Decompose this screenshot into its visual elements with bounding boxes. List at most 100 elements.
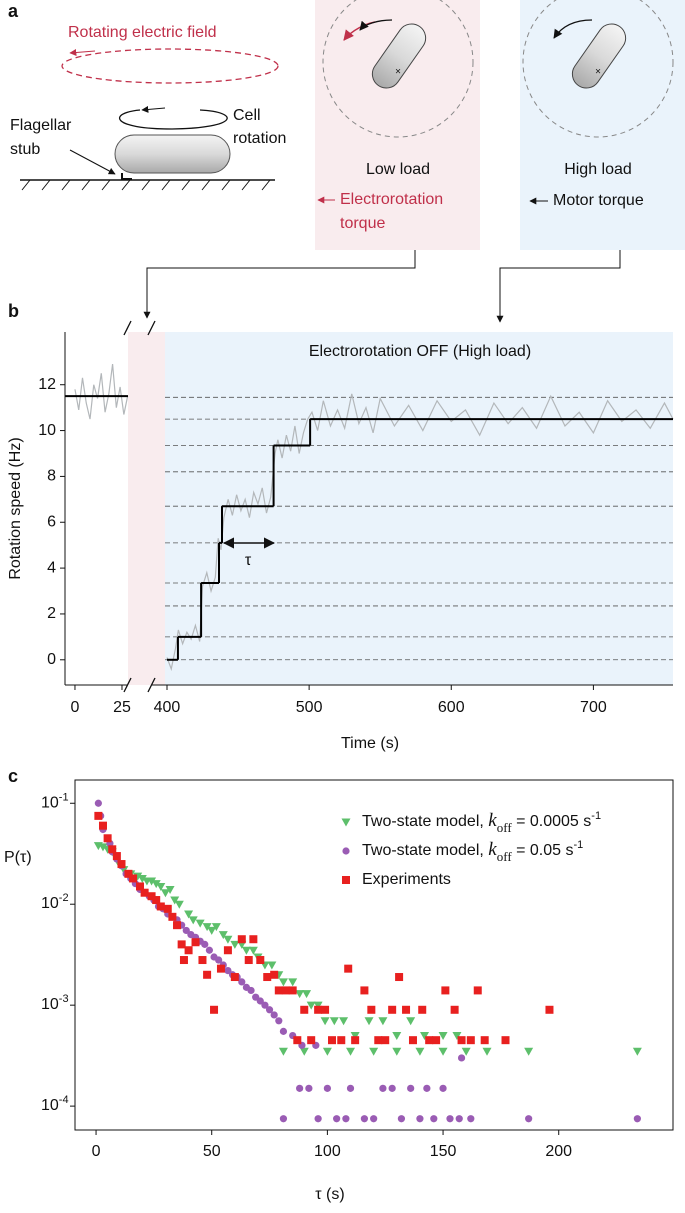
point: [342, 1115, 350, 1123]
y-tick-label: 10-4: [41, 1094, 69, 1114]
tick-base: 10: [41, 895, 59, 912]
point: [288, 986, 297, 995]
x-tick-label: 50: [203, 1143, 221, 1160]
point: [457, 1036, 466, 1045]
point: [281, 986, 290, 995]
point: [406, 1017, 416, 1026]
tick-exponent: -1: [59, 791, 69, 803]
point: [438, 1032, 448, 1041]
point: [392, 1047, 402, 1056]
point: [198, 956, 207, 965]
point: [295, 990, 305, 999]
point: [278, 1047, 288, 1056]
point: [173, 921, 182, 930]
point: [265, 1006, 274, 1014]
point: [439, 1084, 447, 1092]
x-tick-label: 500: [296, 699, 323, 716]
annotation: Electrorotation OFF (High load): [309, 343, 531, 360]
point: [270, 970, 279, 979]
field-ellipse: [61, 48, 279, 84]
x-tick-label: 700: [580, 699, 607, 716]
legend-superscript: -1: [591, 810, 601, 822]
cell-rotation-label: Cell: [233, 107, 261, 124]
point: [388, 1084, 396, 1092]
legend-symbol: k: [488, 810, 497, 831]
point: [137, 874, 147, 883]
point: [346, 1084, 355, 1092]
transition-band: [128, 332, 165, 685]
point: [156, 882, 166, 891]
point: [501, 1036, 510, 1045]
point: [237, 935, 246, 944]
x-tick-label: 150: [430, 1143, 457, 1160]
point: [392, 1032, 402, 1041]
point: [525, 1115, 533, 1123]
y-tick-label: 4: [47, 559, 56, 576]
point: [425, 1036, 434, 1045]
point: [367, 1005, 376, 1014]
point: [160, 889, 170, 898]
point: [244, 956, 253, 965]
point: [369, 1047, 379, 1056]
point: [524, 1047, 534, 1056]
legend-text: = 0.0005 s: [512, 813, 592, 830]
point: [152, 896, 161, 905]
point: [205, 946, 214, 954]
point: [94, 799, 102, 807]
point: [275, 1017, 283, 1025]
y-tick-label: 12: [38, 376, 56, 393]
point: [350, 1032, 360, 1041]
stub: [121, 173, 132, 180]
stub-label: stub: [10, 141, 40, 158]
high-load-region: [165, 332, 673, 685]
interval-label: τ: [245, 552, 252, 569]
point: [241, 946, 251, 955]
tick-base: 10: [41, 996, 59, 1013]
point: [156, 902, 165, 911]
point: [632, 1047, 642, 1056]
rotation-circle: [322, 0, 474, 138]
speed-trace: [166, 393, 674, 672]
point: [430, 1115, 438, 1123]
point: [344, 964, 353, 973]
axis-break: [147, 320, 156, 336]
point: [249, 935, 258, 944]
cell: [371, 23, 427, 89]
point: [195, 919, 205, 928]
torque-label: Motor torque: [553, 192, 644, 209]
legend-subscript: off: [497, 820, 513, 835]
point: [293, 1036, 302, 1045]
y-tick-label: 6: [47, 513, 56, 530]
load-title: High load: [564, 161, 632, 178]
point: [108, 845, 117, 854]
point: [210, 1005, 219, 1014]
point: [420, 1032, 430, 1041]
axis-break: [147, 677, 156, 693]
point: [151, 880, 161, 889]
point: [482, 1047, 492, 1056]
axis-break: [123, 677, 132, 693]
point: [407, 1084, 415, 1092]
cell-rotation-label: rotation: [233, 130, 286, 147]
point: [423, 1084, 431, 1092]
point: [117, 860, 126, 869]
point: [381, 1036, 390, 1045]
x-tick-label: 600: [438, 699, 465, 716]
point: [314, 1005, 323, 1014]
cell: [114, 134, 231, 174]
legend-text: Two-state model,: [362, 813, 488, 830]
point: [215, 956, 223, 964]
tick-exponent: -4: [59, 1094, 69, 1106]
point: [238, 978, 246, 986]
rotation-loop: [119, 109, 228, 130]
point: [218, 931, 228, 940]
point: [274, 986, 283, 995]
point: [207, 926, 217, 935]
point: [263, 973, 272, 982]
point: [288, 978, 298, 987]
point: [441, 986, 450, 995]
y-tick-label: 10: [38, 422, 56, 439]
point: [545, 1005, 554, 1014]
point: [346, 1047, 356, 1056]
